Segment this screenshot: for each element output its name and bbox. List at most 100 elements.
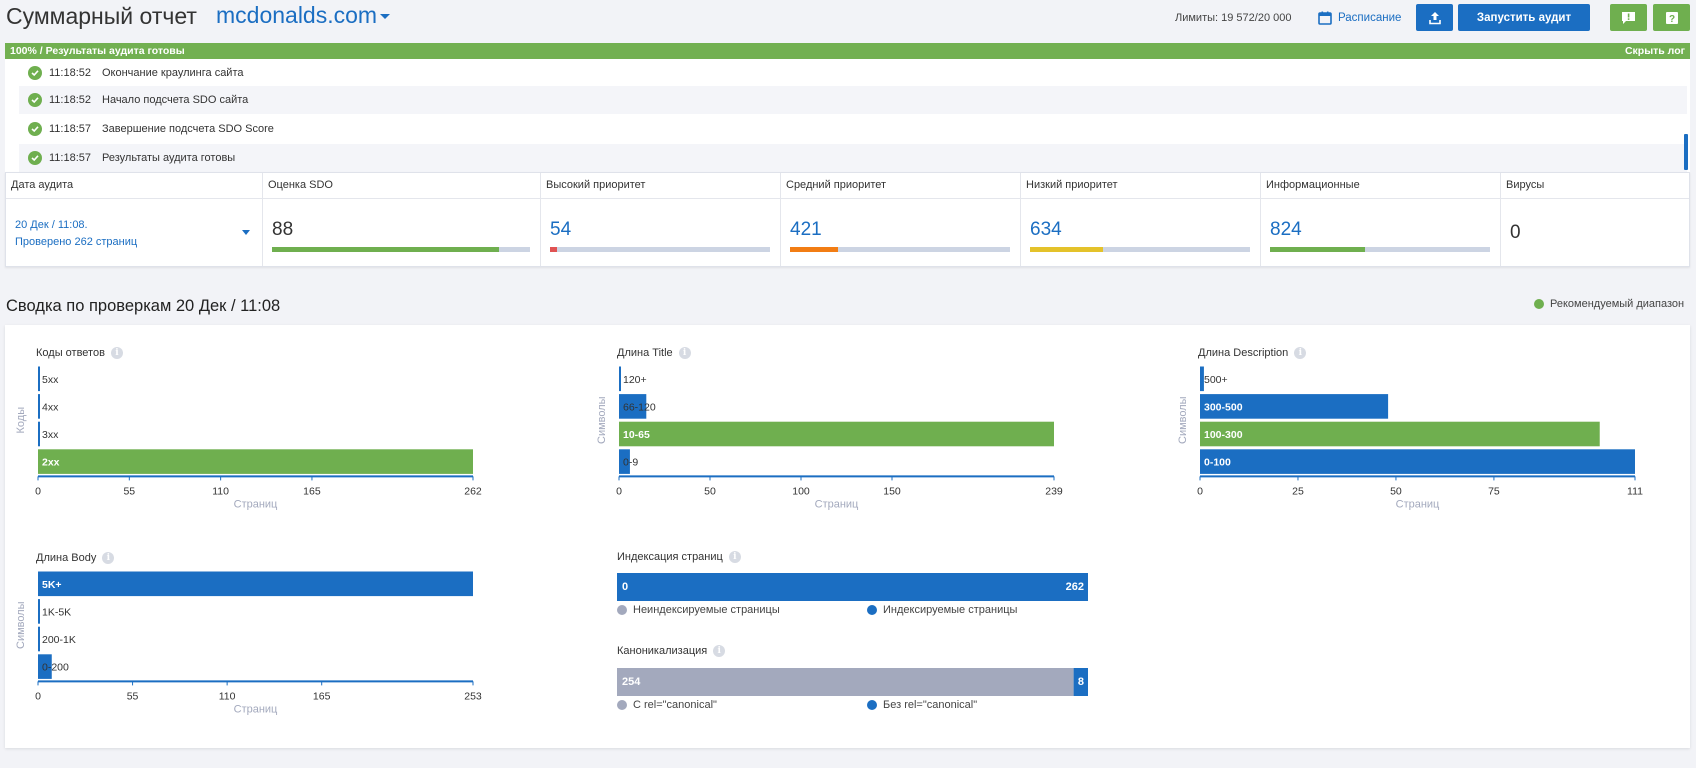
category-label: 100-300 xyxy=(1204,429,1243,441)
legend-dot xyxy=(1534,299,1544,309)
legend-item[interactable]: Неиндексируемые страницы xyxy=(617,604,780,616)
category-label: 0-100 xyxy=(1204,457,1231,469)
bar xyxy=(38,599,40,624)
stat-audit-date: Дата аудита 20 Дек / 11:08. Проверено 26… xyxy=(6,173,263,266)
legend-dot xyxy=(867,605,877,615)
x-tick-label: 111 xyxy=(1627,485,1643,497)
bar xyxy=(38,626,40,652)
category-label: 500+ xyxy=(1204,374,1228,386)
legend-item[interactable]: С rel="canonical" xyxy=(617,699,717,711)
description-length-chart: Символы 500+ 300-500 100-300 0-100 0 25 50 75 111… xyxy=(1177,366,1643,510)
status-codes-chart: Коды 5xx 4xx 3xx 2xx 0 55 110 165 262 Страниц xyxy=(15,366,482,510)
page-title: Суммарный отчет xyxy=(6,3,197,29)
x-tick-label: 110 xyxy=(219,690,236,702)
info-icon[interactable]: i xyxy=(102,552,115,564)
feedback-button[interactable] xyxy=(1610,4,1647,31)
stat-medium-priority[interactable]: Средний приоритет 421 xyxy=(781,173,1021,266)
progress-text: 100% / Результаты аудита готовы xyxy=(10,45,185,57)
bar xyxy=(38,571,473,597)
x-tick-label: 75 xyxy=(1488,485,1500,497)
legend-label: Неиндексируемые страницы xyxy=(633,604,780,616)
check-circle-icon xyxy=(28,93,42,107)
info-icon[interactable]: i xyxy=(728,551,741,563)
legend-item[interactable]: Без rel="canonical" xyxy=(867,699,977,711)
bar xyxy=(38,421,40,447)
audit-date-select[interactable]: 20 Дек / 11:08. Проверено 262 страниц xyxy=(15,217,137,251)
bar xyxy=(1200,394,1389,419)
chevron-down-icon[interactable] xyxy=(242,230,250,235)
bar xyxy=(1200,449,1635,474)
info-icon[interactable]: i xyxy=(110,347,123,359)
x-tick-label: 0 xyxy=(35,485,41,497)
chevron-down-icon xyxy=(380,14,391,20)
category-label: 5xx xyxy=(42,374,59,386)
category-label: 2xx xyxy=(42,457,60,469)
chart-title-text: Длина Title xyxy=(617,347,673,359)
schedule-link[interactable]: Расписание xyxy=(1318,8,1401,28)
stat-bar xyxy=(790,247,1010,252)
run-audit-button[interactable]: Запустить аудит xyxy=(1458,4,1590,31)
bar-segment xyxy=(617,668,1074,696)
bar xyxy=(38,394,40,419)
chart-title-text: Длина Description xyxy=(1198,347,1289,359)
log-time: 11:18:57 xyxy=(49,152,92,164)
x-tick-label: 0 xyxy=(1197,485,1203,497)
y-axis-label: Символы xyxy=(596,396,608,444)
domain-label: mcdonalds.com xyxy=(216,2,378,28)
legend-dot xyxy=(617,700,627,710)
log-row: 11:18:52 Окончание краулинга сайта xyxy=(19,59,1687,87)
x-tick-label: 262 xyxy=(464,485,482,497)
segment-label: 262 xyxy=(1066,581,1084,593)
category-label: 300-500 xyxy=(1204,401,1243,413)
chart-title-text: Каноникализация xyxy=(617,645,708,657)
stat-label: Информационные xyxy=(1266,179,1360,191)
legend-item[interactable]: Индексируемые страницы xyxy=(867,604,1017,616)
info-icon[interactable]: i xyxy=(713,645,726,657)
help-button[interactable]: ? xyxy=(1653,4,1690,31)
x-tick-label: 165 xyxy=(303,485,321,497)
category-label: 66-120 xyxy=(623,401,656,413)
check-circle-icon xyxy=(28,122,42,136)
stat-informational[interactable]: Информационные 824 xyxy=(1261,173,1501,266)
bar xyxy=(38,366,40,392)
canonical-chart: 254 8 xyxy=(617,668,1088,696)
x-tick-label: 55 xyxy=(127,690,139,702)
hide-log-button[interactable]: Скрыть лог xyxy=(1624,45,1685,57)
export-button[interactable] xyxy=(1416,4,1453,31)
stat-bar xyxy=(1030,247,1250,252)
legend-dot xyxy=(867,700,877,710)
stat-low-priority[interactable]: Низкий приоритет 634 xyxy=(1021,173,1261,266)
segment-label: 0 xyxy=(622,581,628,593)
stats-header xyxy=(6,173,1689,199)
category-label: 4xx xyxy=(42,401,59,413)
recommended-legend: Рекомендуемый диапазон xyxy=(1534,298,1684,310)
category-label: 10-65 xyxy=(623,429,650,441)
x-tick-label: 25 xyxy=(1292,485,1304,497)
x-tick-label: 0 xyxy=(35,690,41,702)
info-icon[interactable]: i xyxy=(1294,347,1307,359)
chart-title-canonical: Каноникализация i xyxy=(617,645,726,657)
x-axis-label: Страниц xyxy=(1396,498,1440,510)
stat-bar-fill xyxy=(790,247,839,252)
log-time: 11:18:52 xyxy=(49,94,92,106)
x-tick-label: 110 xyxy=(212,485,229,497)
audit-pages-line: Проверено 262 страниц xyxy=(15,236,138,248)
stat-high-priority[interactable]: Высокий приоритет 54 xyxy=(541,173,781,266)
bar xyxy=(38,654,52,679)
category-label: 200-1K xyxy=(42,634,76,646)
indexing-chart: 0 262 xyxy=(617,573,1088,601)
limits-text: Лимиты: 19 572/20 000 xyxy=(1175,12,1292,24)
check-circle-icon xyxy=(28,151,42,165)
log-scrollbar[interactable] xyxy=(1684,134,1688,170)
stat-label: Дата аудита xyxy=(11,179,74,191)
stat-value: 54 xyxy=(550,219,572,240)
domain-select[interactable]: mcdonalds.com xyxy=(216,2,391,29)
y-axis-label: Символы xyxy=(15,601,27,649)
stat-bar xyxy=(550,247,770,252)
stat-value: 824 xyxy=(1270,219,1302,240)
stat-bar xyxy=(1270,247,1490,252)
category-label: 5K+ xyxy=(42,579,62,591)
info-icon[interactable]: i xyxy=(678,347,691,359)
chart-title-status-codes: Коды ответов i xyxy=(36,347,123,359)
audit-log: 11:18:52 Окончание краулинга сайта 11:18… xyxy=(5,59,1690,172)
